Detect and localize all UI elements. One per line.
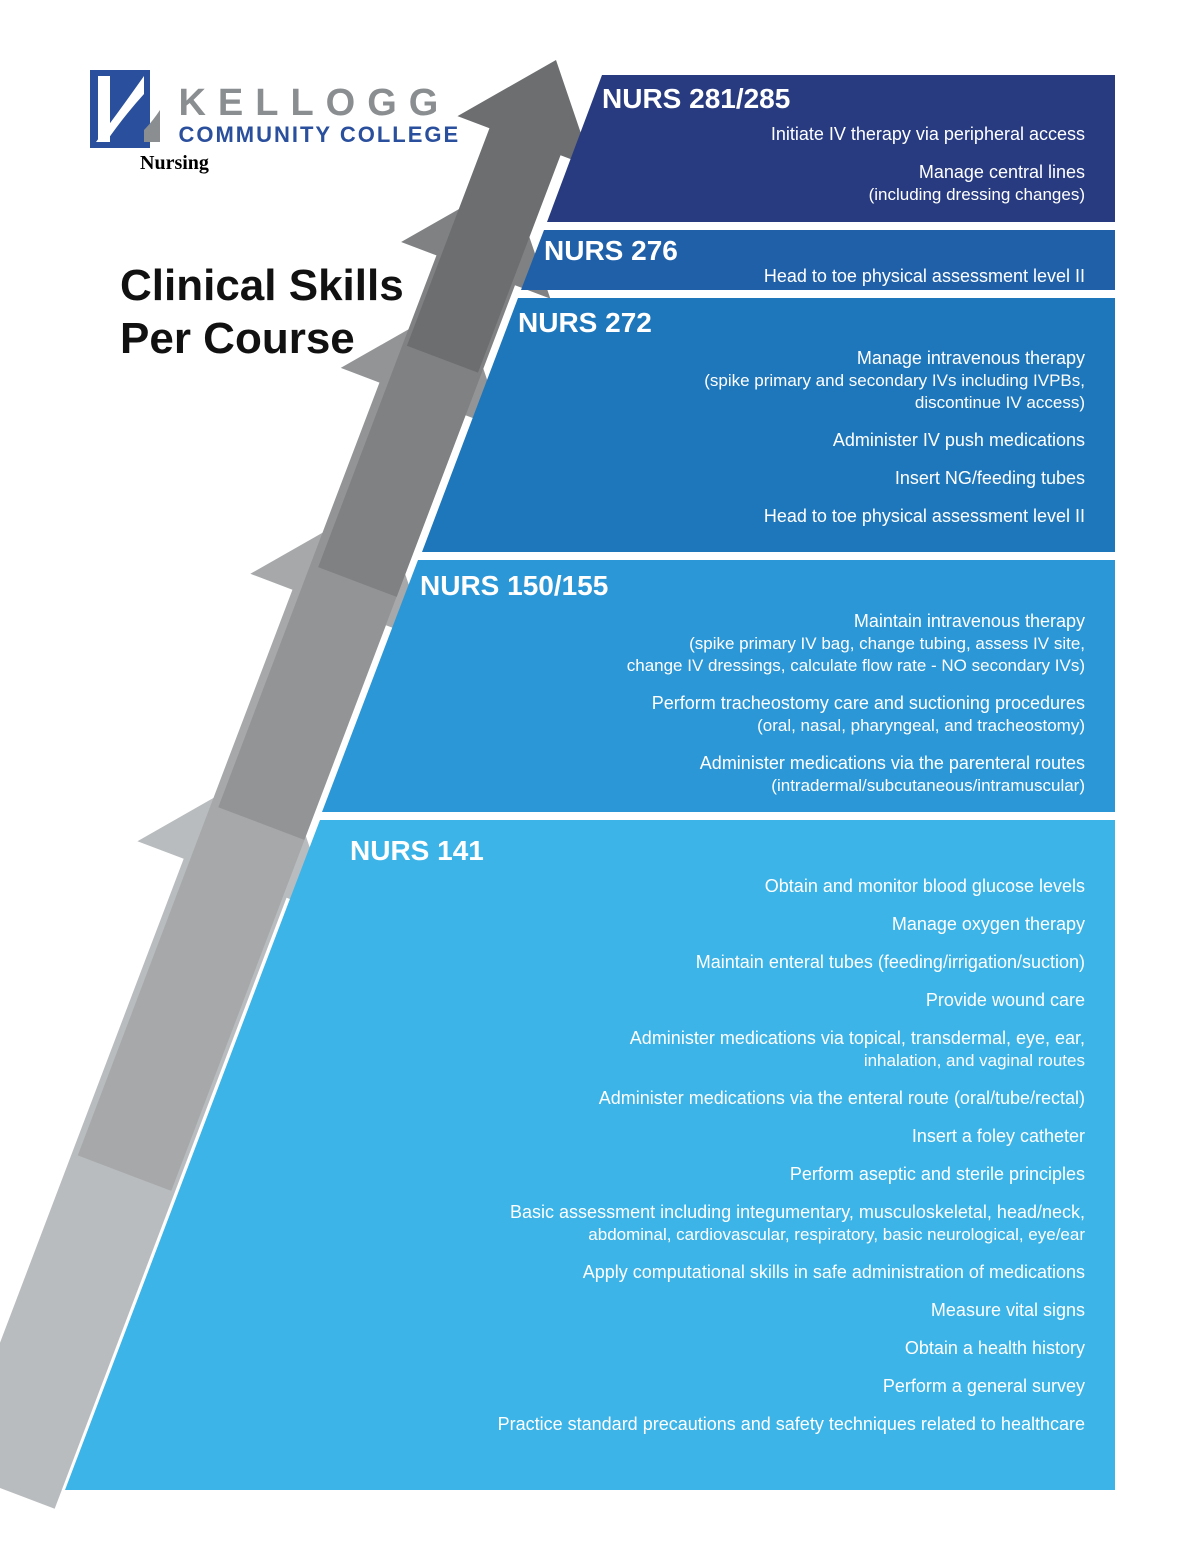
skill-text: Practice standard precautions and safety…: [498, 1414, 1085, 1434]
skill-text: Manage central lines: [919, 162, 1085, 182]
skill-text: Perform aseptic and sterile principles: [790, 1164, 1085, 1184]
skill-text: Initiate IV therapy via peripheral acces…: [771, 124, 1085, 144]
skill-subtext: discontinue IV access): [915, 393, 1085, 412]
skill-subtext: (spike primary and secondary IVs includi…: [704, 371, 1085, 390]
skill-text: Head to toe physical assessment level II: [764, 506, 1085, 526]
course-label: NURS 281/285: [602, 83, 790, 114]
skill-text: Insert NG/feeding tubes: [895, 468, 1085, 488]
pyramid-diagram: NURS 141 Obtain and monitor blood glucose…: [0, 0, 1200, 1553]
skill-subtext: (spike primary IV bag, change tubing, as…: [689, 634, 1085, 653]
skill-text: Administer IV push medications: [833, 430, 1085, 450]
skill-text: Manage intravenous therapy: [857, 348, 1085, 368]
skill-text: Maintain enteral tubes (feeding/irrigati…: [696, 952, 1085, 972]
skill-text: Basic assessment including integumentary…: [510, 1202, 1085, 1222]
skill-text: Administer medications via the enteral r…: [599, 1088, 1085, 1108]
skill-text: Obtain and monitor blood glucose levels: [765, 876, 1085, 896]
course-label: NURS 276: [544, 235, 678, 266]
skill-text: Measure vital signs: [931, 1300, 1085, 1320]
skill-text: Provide wound care: [926, 990, 1085, 1010]
course-label: NURS 150/155: [420, 570, 608, 601]
skill-text: Obtain a health history: [905, 1338, 1085, 1358]
skill-text: Apply computational skills in safe admin…: [583, 1262, 1085, 1282]
skill-subtext: (intradermal/subcutaneous/intramuscular): [771, 776, 1085, 795]
skill-subtext: inhalation, and vaginal routes: [864, 1051, 1085, 1070]
skill-text: Administer medications via the parentera…: [700, 753, 1085, 773]
skill-text: Maintain intravenous therapy: [854, 611, 1085, 631]
skill-subtext: change IV dressings, calculate flow rate…: [627, 656, 1085, 675]
skill-text: Perform tracheostomy care and suctioning…: [652, 693, 1085, 713]
skill-text: Insert a foley catheter: [912, 1126, 1085, 1146]
skill-text: Administer medications via topical, tran…: [630, 1028, 1085, 1048]
skill-subtext: (oral, nasal, pharyngeal, and tracheosto…: [757, 716, 1085, 735]
skill-text: Manage oxygen therapy: [892, 914, 1085, 934]
skill-subtext: (including dressing changes): [869, 185, 1085, 204]
skill-subtext: abdominal, cardiovascular, respiratory, …: [588, 1225, 1085, 1244]
skill-text: Perform a general survey: [883, 1376, 1085, 1396]
skill-text: Head to toe physical assessment level II: [764, 266, 1085, 286]
course-label: NURS 272: [518, 307, 652, 338]
course-label: NURS 141: [350, 835, 484, 866]
